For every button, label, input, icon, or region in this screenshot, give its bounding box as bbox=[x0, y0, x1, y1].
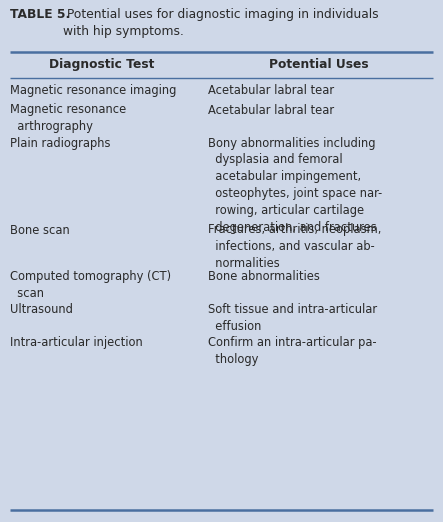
Text: Acetabular labral tear: Acetabular labral tear bbox=[208, 84, 334, 97]
Text: Confirm an intra-articular pa-
  thology: Confirm an intra-articular pa- thology bbox=[208, 336, 377, 366]
Text: Soft tissue and intra-articular
  effusion: Soft tissue and intra-articular effusion bbox=[208, 303, 377, 333]
Text: Bone abnormalities: Bone abnormalities bbox=[208, 270, 320, 283]
Text: Potential Uses: Potential Uses bbox=[269, 58, 369, 71]
Text: Magnetic resonance imaging: Magnetic resonance imaging bbox=[10, 84, 176, 97]
Text: Acetabular labral tear: Acetabular labral tear bbox=[208, 103, 334, 116]
Text: Magnetic resonance
  arthrography: Magnetic resonance arthrography bbox=[10, 103, 126, 133]
Text: Computed tomography (CT)
  scan: Computed tomography (CT) scan bbox=[10, 270, 171, 300]
Text: Potential uses for diagnostic imaging in individuals
with hip symptoms.: Potential uses for diagnostic imaging in… bbox=[63, 8, 379, 38]
Text: Diagnostic Test: Diagnostic Test bbox=[49, 58, 155, 71]
Text: Fractures, arthritis, neoplasm,
  infections, and vascular ab-
  normalities: Fractures, arthritis, neoplasm, infectio… bbox=[208, 223, 381, 270]
Text: Intra-articular injection: Intra-articular injection bbox=[10, 336, 143, 349]
Text: Bony abnormalities including
  dysplasia and femoral
  acetabular impingement,
 : Bony abnormalities including dysplasia a… bbox=[208, 136, 382, 233]
Text: TABLE 5.: TABLE 5. bbox=[10, 8, 70, 21]
Text: Ultrasound: Ultrasound bbox=[10, 303, 73, 316]
Text: Bone scan: Bone scan bbox=[10, 223, 70, 236]
Text: Plain radiographs: Plain radiographs bbox=[10, 136, 110, 149]
